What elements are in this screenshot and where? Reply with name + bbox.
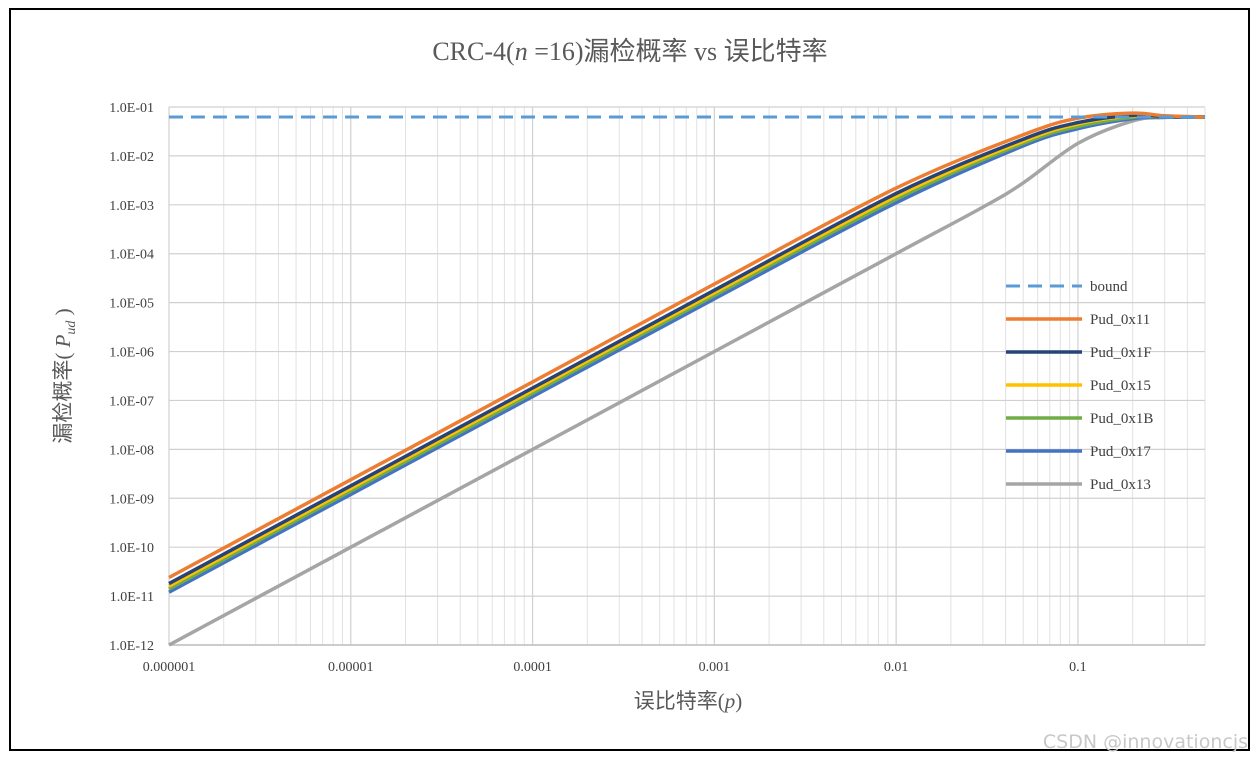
legend-label: Pud_0x17 bbox=[1090, 444, 1151, 460]
x-tick-label: 0.001 bbox=[699, 660, 731, 675]
chart-title: CRC-4(n =16)漏检概率 vs 误比特率 bbox=[432, 37, 827, 66]
legend-label: Pud_0x15 bbox=[1090, 378, 1151, 394]
series-line-pud-0x11 bbox=[168, 111, 1206, 580]
legend-label: Pud_0x11 bbox=[1090, 312, 1150, 328]
y-tick-labels: 1.0E-12 1.0E-11 1.0E-10 1.0E-09 1.0E-08 1.0E-… bbox=[109, 101, 154, 654]
x-tick-label: 0.000001 bbox=[143, 660, 196, 675]
y-tick-label: 1.0E-12 bbox=[109, 639, 154, 654]
y-tick-label: 1.0E-06 bbox=[109, 346, 154, 361]
y-axis-label: 漏检概率( Pud ) bbox=[51, 308, 79, 443]
y-tick-label: 1.0E-08 bbox=[109, 443, 154, 458]
y-tick-label: 1.0E-02 bbox=[109, 150, 154, 165]
series-lines bbox=[168, 111, 1206, 647]
x-tick-labels: 0.000001 0.00001 0.0001 0.001 0.01 0.1 bbox=[143, 660, 1087, 675]
grid-lines bbox=[168, 106, 1206, 646]
series-line-pud-0x1f bbox=[168, 113, 1206, 586]
x-tick-label: 0.00001 bbox=[328, 660, 374, 675]
x-tick-label: 0.1 bbox=[1069, 660, 1087, 675]
y-tick-label: 1.0E-05 bbox=[109, 297, 154, 312]
legend-label: Pud_0x13 bbox=[1090, 477, 1151, 493]
y-tick-label: 1.0E-09 bbox=[109, 492, 154, 507]
legend-label: Pud_0x1F bbox=[1090, 345, 1152, 361]
x-tick-label: 0.0001 bbox=[513, 660, 552, 675]
y-tick-label: 1.0E-07 bbox=[109, 394, 154, 409]
watermark: CSDN @innovationcjs bbox=[1042, 731, 1248, 753]
y-tick-label: 1.0E-11 bbox=[110, 590, 154, 605]
legend-label: bound bbox=[1090, 279, 1128, 295]
x-tick-label: 0.01 bbox=[884, 660, 909, 675]
y-tick-label: 1.0E-10 bbox=[109, 541, 154, 556]
legend: bound Pud_0x11 Pud_0x1F Pud_0x15 Pud_0x1B Pud… bbox=[1006, 279, 1153, 493]
y-tick-label: 1.0E-01 bbox=[109, 101, 154, 116]
x-axis-label: 误比特率(p) bbox=[634, 689, 743, 713]
y-tick-label: 1.0E-03 bbox=[109, 199, 154, 214]
y-tick-label: 1.0E-04 bbox=[109, 248, 154, 263]
legend-label: Pud_0x1B bbox=[1090, 411, 1153, 427]
series-line-pud-0x13 bbox=[168, 115, 1206, 647]
